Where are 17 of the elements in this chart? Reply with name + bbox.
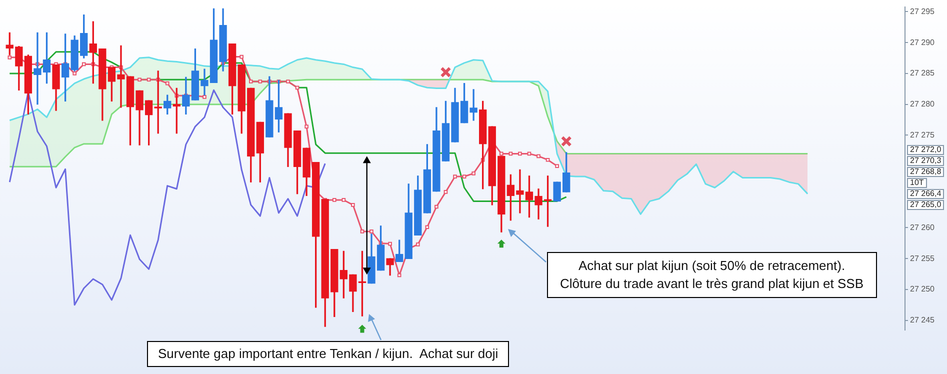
y-tick-label: 27 290 (910, 38, 936, 47)
text: 27 270,3 (907, 156, 944, 166)
y-tick-label: 27 285 (910, 68, 936, 78)
y-tick-label: 27 275 (910, 130, 936, 140)
text: 27 268,8 (907, 167, 944, 177)
text: 10T (907, 178, 927, 188)
y-tick-label: 27 250 (910, 284, 936, 294)
text: 27 272,0 (907, 145, 944, 155)
text: Survente gap important entre Tenkan / kijun. Achat sur doji (147, 341, 510, 367)
y-tick-label: 27 280 (910, 100, 936, 109)
y-tick-label: 27 245 (910, 316, 936, 325)
y-tick-label: 27 295 (910, 6, 936, 16)
annotation: Achat sur plat kijun (soit 50% de retracement). Clôture du trade avant le très grand plat kijun et SSB (547, 252, 877, 298)
text: 27 266,4 (907, 189, 944, 199)
y-tick-label: 27 255 (910, 254, 936, 263)
y-tick-label: 27 260 (910, 222, 936, 232)
text: 27 265,0 (907, 200, 944, 210)
